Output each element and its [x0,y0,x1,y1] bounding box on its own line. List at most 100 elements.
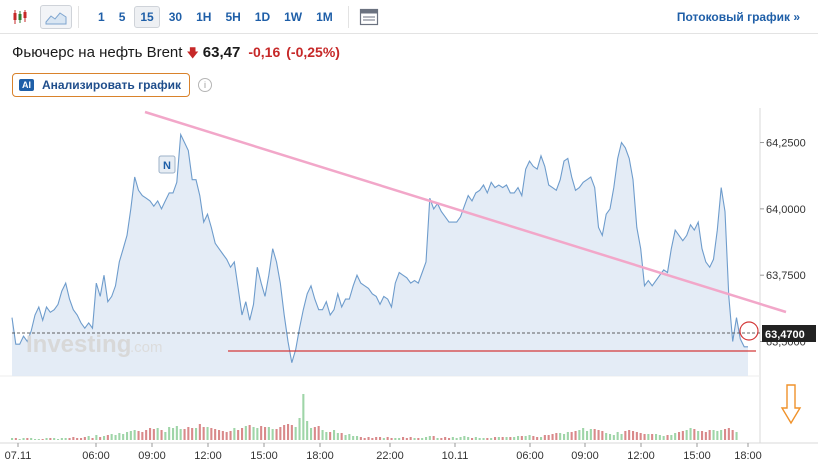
annotation-layer: Investing.com 63,4700 N [12,110,816,425]
volume-bar [532,436,535,440]
y-tick-label: 64,0000 [766,204,806,216]
volume-bar [559,433,562,440]
volume-bar [344,435,347,440]
timeframe-button-1d[interactable]: 1D [254,9,271,24]
volume-bar [14,438,17,440]
volume-bar [513,437,516,440]
volume-bar [279,427,282,440]
volume-bar [313,427,316,440]
volume-layer [11,394,738,440]
timeframe-button-5[interactable]: 5 [118,9,126,24]
volume-bar [497,437,500,440]
x-tick-label: 15:00 [683,450,711,462]
volume-bar [264,427,267,440]
volume-bar [662,436,665,440]
volume-bar [417,438,420,440]
volume-bar [543,435,546,440]
timeframe-button-15[interactable]: 15 [134,5,160,28]
volume-bar [463,436,466,440]
volume-bar [704,432,707,440]
volume-bar [160,430,163,440]
volume-bar [229,431,232,440]
timeframe-button-5h[interactable]: 5H [225,9,241,24]
volume-bar [41,439,44,440]
volume-bar [632,431,635,440]
volume-bar [655,434,658,440]
volume-bar [129,431,132,440]
volume-bar [405,438,408,440]
toolbar-divider [78,5,79,28]
volume-bar [80,438,83,440]
volume-bar [72,437,75,440]
timeframe-button-1m[interactable]: 1M [316,9,333,24]
volume-bar [45,438,48,440]
volume-bar [574,431,577,440]
volume-bar [241,428,244,440]
volume-bar [570,432,573,440]
volume-bar [720,430,723,440]
volume-bar [248,425,251,440]
volume-bar [578,430,581,440]
volume-bar [486,438,489,440]
last-price-circle [739,321,759,341]
volume-bar [501,437,504,440]
x-tick-label: 22:00 [376,450,404,462]
streaming-chart-link[interactable]: Потоковый график » [676,10,800,24]
volume-bar [168,427,171,440]
volume-bar [440,438,443,440]
volume-bar [68,438,71,440]
candlestick-chart-icon[interactable] [6,5,34,29]
timeframe-button-1h[interactable]: 1H [196,9,212,24]
volume-bar [620,434,623,440]
volume-bar [206,427,209,440]
volume-bar [114,435,117,440]
volume-bar [76,438,79,440]
x-tick-label: 06:00 [82,450,110,462]
volume-bar [735,432,738,440]
volume-bar [566,432,569,440]
volume-bar [37,439,40,440]
volume-bar [436,438,439,440]
x-tick-label: 15:00 [250,450,278,462]
scroll-down-arrow-icon[interactable] [780,384,802,425]
volume-bar [164,432,167,440]
timeframe-button-30[interactable]: 30 [168,9,183,24]
volume-bar [221,431,224,440]
analyze-chart-button[interactable]: AI Анализировать график [12,73,190,97]
x-tick-label: 10.11 [442,450,469,462]
layout-settings-icon[interactable] [355,5,383,29]
volume-bar [252,427,255,440]
volume-bar [91,438,94,440]
volume-bar [551,434,554,440]
info-icon[interactable]: i [198,78,212,92]
volume-bar [244,426,247,440]
volume-bar [413,438,416,440]
volume-bar [428,436,431,440]
last-price: 63,47 [202,44,241,61]
volume-bar [563,434,566,440]
last-price-label: 63,4700 [765,329,805,341]
x-tick-label: 09:00 [571,450,599,462]
volume-bar [490,438,493,440]
volume-bar [716,431,719,440]
volume-bar [540,437,543,440]
area-chart-icon[interactable] [40,4,72,29]
chart-toolbar: 1 5 15 30 1H 5H 1D 1W 1M Потоковый график » [0,0,818,34]
volume-bar [616,432,619,440]
volume-bar [444,437,447,440]
volume-bar [589,429,592,440]
volume-bar [394,438,397,440]
volume-bar [260,426,263,440]
volume-bar [26,438,29,440]
volume-bar [302,394,305,440]
price-area-fill [12,134,748,376]
price-line [11,132,748,363]
volume-bar [336,433,339,440]
volume-bar [505,437,508,440]
timeframe-button-1w[interactable]: 1W [284,9,303,24]
x-tick-label: 18:00 [734,450,762,462]
volume-bar [471,438,474,440]
investing-watermark-suffix: .com [130,339,163,356]
timeframe-button-1[interactable]: 1 [98,9,105,24]
